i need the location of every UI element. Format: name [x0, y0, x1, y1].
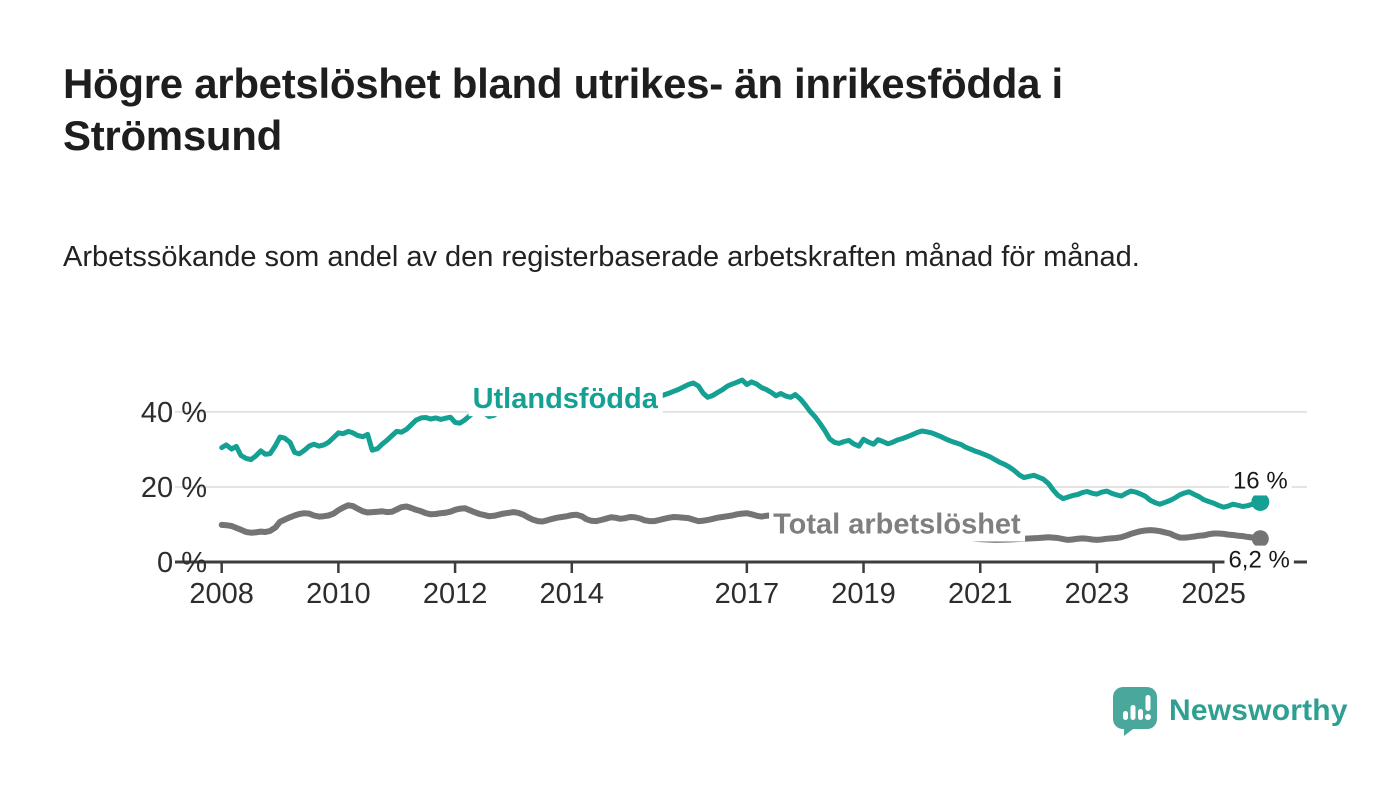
x-tick-label: 2014: [540, 578, 605, 610]
y-tick-label: 40 %: [141, 397, 207, 429]
series-line-utlandsf-dda: [219, 377, 1263, 510]
annotation-backing: [468, 382, 663, 417]
x-tick-label: 2021: [948, 578, 1013, 610]
annotation-series-label-utlandsfodda: Utlandsfödda: [473, 383, 659, 415]
page-title: Högre arbetslöshet bland utrikes- än inr…: [63, 60, 1063, 160]
newsworthy-logo-text: Newsworthy: [1169, 694, 1348, 727]
series-line-total-arbetsl-shet: [218, 502, 1264, 543]
x-tick-label: 2008: [189, 578, 254, 610]
annotation-series-label-total: Total arbetslöshet: [773, 508, 1021, 540]
x-tick-label: 2010: [306, 578, 371, 610]
page-subtitle: Arbetssökande som andel av den registerb…: [63, 241, 1140, 273]
x-tick-label: 2017: [715, 578, 780, 610]
newsworthy-logo: Newsworthy: [1112, 686, 1348, 736]
end-dot-total-arbetsl-shet: [1251, 530, 1269, 548]
annotation-backing: [1228, 466, 1292, 496]
annotation-end-value-utlandsfodda: 16 %: [1233, 467, 1288, 494]
newsworthy-logo-icon: [1113, 687, 1157, 736]
y-tick-label: 20 %: [141, 472, 207, 504]
annotation-end-value-total: 6,2 %: [1228, 547, 1289, 574]
y-tick-label: 0 %: [157, 547, 207, 579]
end-dot-utlandsf-dda: [1251, 492, 1270, 511]
annotation-backing: [769, 507, 1026, 542]
annotation-backing: [1224, 545, 1294, 575]
x-tick-label: 2023: [1065, 578, 1130, 610]
x-tick-label: 2025: [1181, 578, 1246, 610]
x-tick-label: 2012: [423, 578, 488, 610]
x-tick-label: 2019: [831, 578, 896, 610]
